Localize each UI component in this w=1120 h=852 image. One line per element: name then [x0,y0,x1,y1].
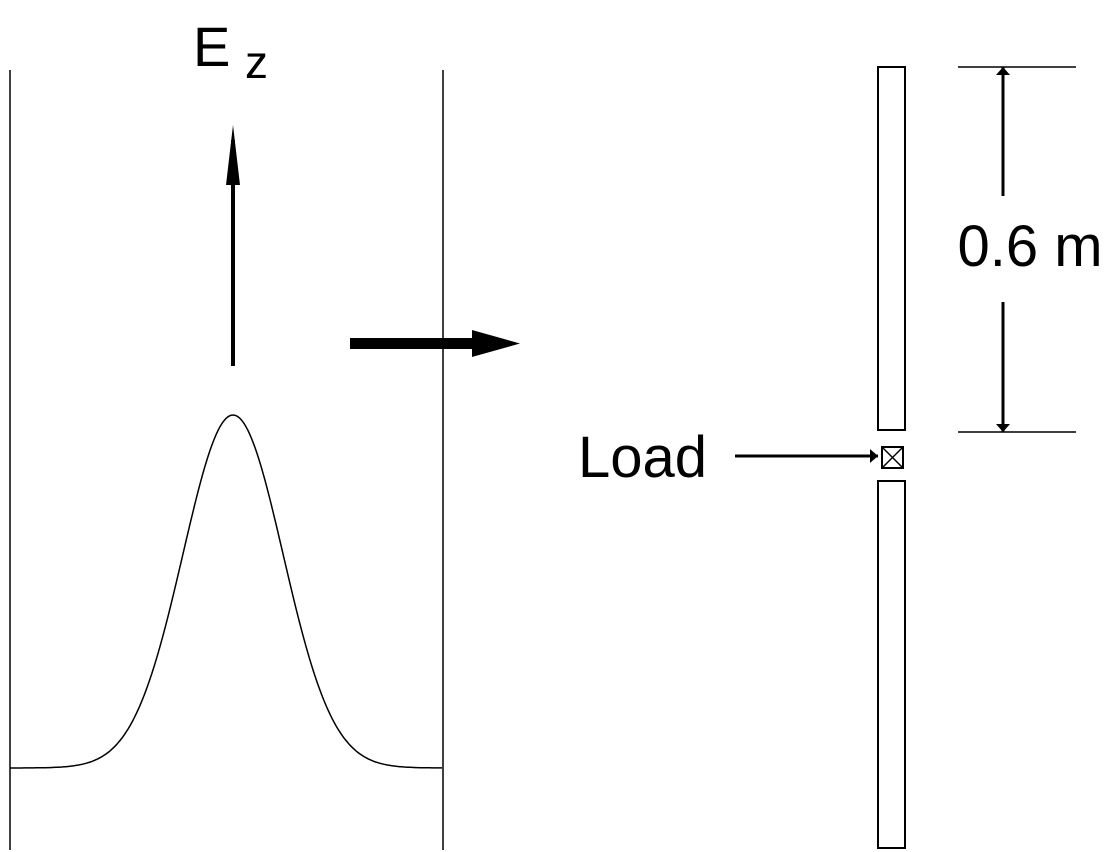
field-arrow-head [226,125,240,185]
load-cross [881,446,904,469]
load-label: Load [578,425,707,490]
propagation-arrow-shaft [350,338,478,349]
field-subscript: z [245,36,268,88]
gaussian-pulse [10,414,442,769]
field-label: E [193,15,230,78]
load-box [881,446,904,469]
dipole-lower-arm [877,480,906,849]
dimension-label: 0.6 m [957,214,1102,279]
dipole-upper-arm [877,66,906,431]
propagation-arrow-head [472,330,520,357]
